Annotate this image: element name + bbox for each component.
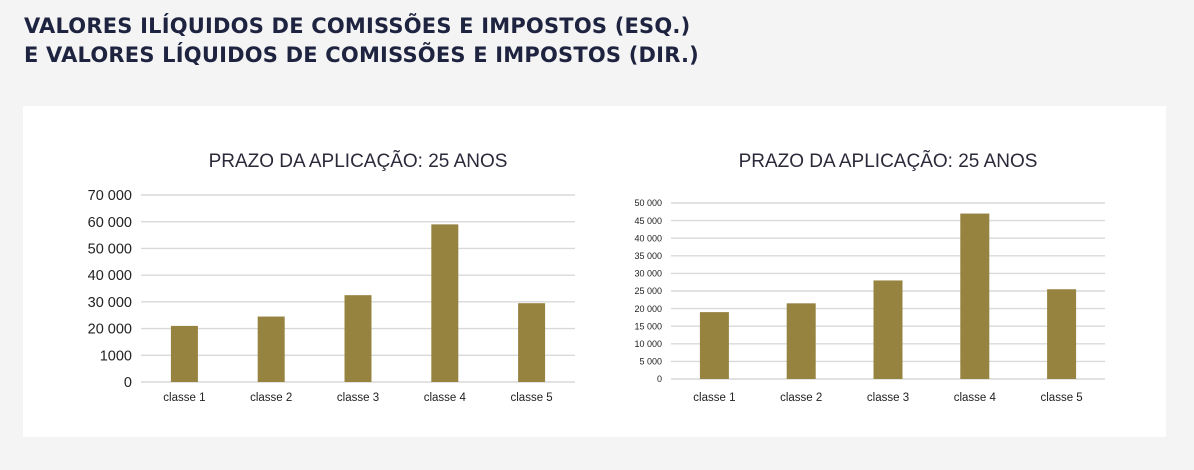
y-tick-label: 70 000 [88,188,132,204]
x-tick-label: classe 1 [693,392,735,404]
y-tick-label: 1000 [100,348,132,364]
bar-classe-3 [344,295,372,382]
y-tick-label: 30 000 [634,269,662,279]
charts-panel: PRAZO DA APLICAÇÃO: 25 ANOS 0 1000 20 000 30… [23,106,1166,437]
y-tick-label: 15 000 [634,321,662,331]
x-tick-label: classe 4 [424,392,467,404]
bar-classe-4 [431,224,459,382]
x-tick-label: classe 2 [250,392,292,404]
gross-values-chart: PRAZO DA APLICAÇÃO: 25 ANOS 0 1000 20 000 30… [88,150,575,404]
bar-classe-2 [786,303,816,379]
x-tick-label: classe 3 [337,392,379,404]
y-tick-label: 60 000 [88,215,132,231]
y-tick-label: 40 000 [634,233,662,243]
y-tick-label: 5 000 [639,357,662,367]
page-heading: VALORES ILÍQUIDOS DE COMISSÕES E IMPOSTO… [24,12,699,70]
x-tick-label: classe 5 [1041,392,1083,404]
y-tick-label: 50 000 [88,242,132,258]
bar-classe-5 [1047,289,1077,379]
x-tick-label: classe 3 [867,392,909,404]
y-tick-label: 0 [657,374,662,384]
y-tick-label: 10 000 [634,339,662,349]
chart-title: PRAZO DA APLICAÇÃO: 25 ANOS [739,150,1038,172]
y-tick-label: 45 000 [634,216,662,226]
page-heading-line-1: VALORES ILÍQUIDOS DE COMISSÕES E IMPOSTO… [24,14,691,38]
y-tick-label: 35 000 [634,251,662,261]
bar-classe-5 [518,303,546,382]
bar-classe-4 [960,213,990,379]
bar-classe-2 [257,316,285,382]
x-tick-label: classe 5 [511,392,553,404]
y-tick-label: 50 000 [634,198,662,208]
y-tick-label: 20 000 [88,322,132,338]
y-tick-label: 40 000 [88,268,132,284]
bar-classe-3 [873,280,903,379]
bar-classe-1 [170,325,198,382]
y-tick-label: 0 [124,375,132,391]
x-tick-label: classe 1 [163,392,205,404]
x-tick-label: classe 2 [780,392,822,404]
net-values-chart: PRAZO DA APLICAÇÃO: 25 ANOS 0 5 000 10 000 1… [634,150,1105,404]
y-tick-label: 25 000 [634,286,662,296]
chart-title: PRAZO DA APLICAÇÃO: 25 ANOS [209,150,508,172]
page-heading-line-2: E VALORES LÍQUIDOS DE COMISSÕES E IMPOST… [24,43,699,67]
x-tick-label: classe 4 [954,392,997,404]
y-tick-label: 30 000 [88,295,132,311]
y-tick-label: 20 000 [634,304,662,314]
bar-classe-1 [699,312,729,379]
